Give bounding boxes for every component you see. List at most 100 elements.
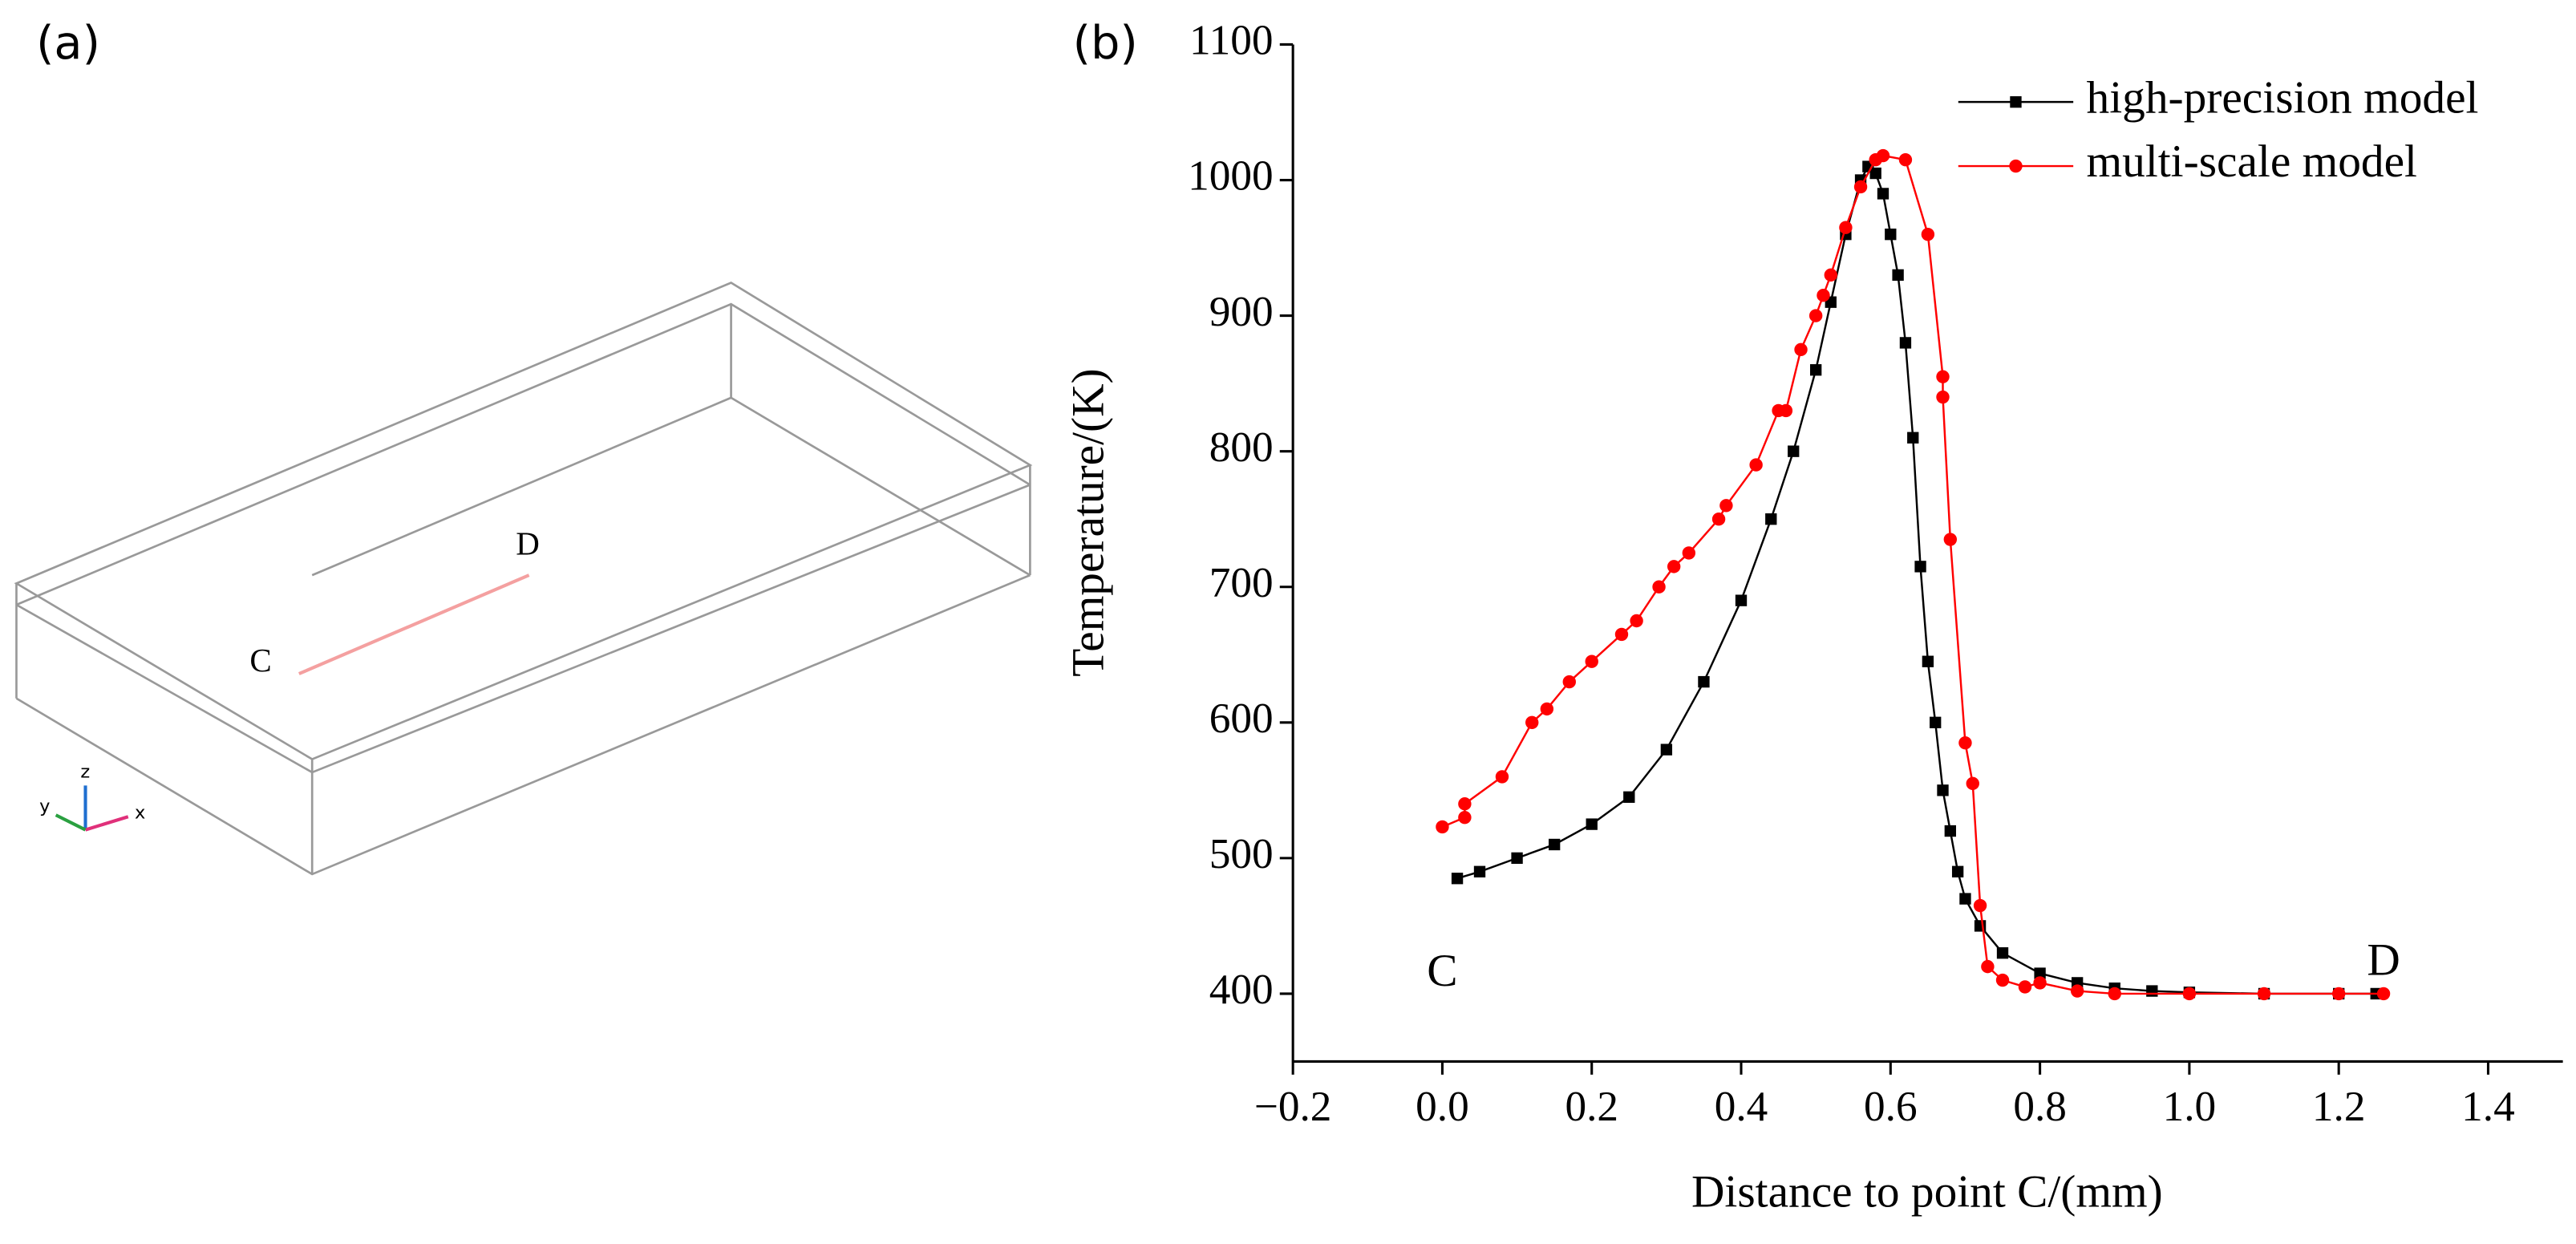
legend-label: high-precision model — [2087, 72, 2479, 123]
marker — [1719, 499, 1733, 513]
marker — [1943, 533, 1958, 546]
x-tick-label: −0.2 — [1254, 1083, 1332, 1130]
marker — [2070, 984, 2084, 998]
marker — [1951, 865, 1964, 877]
annotation: C — [1427, 946, 1457, 996]
legend-marker — [2009, 159, 2023, 173]
marker — [1944, 825, 1956, 837]
y-tick-label: 700 — [1209, 559, 1274, 606]
marker — [1921, 227, 1935, 241]
marker — [1974, 920, 1987, 932]
marker — [2108, 987, 2121, 1001]
marker — [1614, 627, 1629, 642]
marker — [1511, 852, 1523, 865]
marker — [1495, 770, 1509, 784]
marker — [1473, 865, 1486, 877]
marker — [1451, 873, 1464, 885]
axis-triad — [55, 785, 129, 832]
y-axis-label: Temperature/(K) — [1063, 368, 1113, 676]
x-tick-label: 1.0 — [2163, 1083, 2217, 1130]
marker — [1824, 268, 1837, 282]
marker — [1853, 180, 1868, 194]
marker — [1458, 797, 1472, 811]
marker — [1562, 675, 1576, 689]
panel-label: (a) — [36, 16, 100, 70]
x-tick-label: 0.4 — [1715, 1083, 1768, 1130]
marker — [1996, 947, 2009, 959]
axis-label: z — [80, 761, 90, 782]
x-tick-label: 0.0 — [1416, 1083, 1469, 1130]
marker — [1540, 702, 1554, 716]
panel-label: (b) — [1073, 16, 1138, 70]
marker — [1623, 791, 1635, 803]
c-d-line — [298, 573, 530, 675]
y-tick-label: 500 — [1209, 830, 1274, 877]
marker — [1711, 513, 1726, 526]
marker — [1817, 289, 1830, 302]
marker — [1876, 148, 1890, 163]
axis-label: x — [135, 803, 145, 824]
marker — [1869, 167, 1881, 180]
marker — [1885, 228, 1897, 241]
legend-label: multi-scale model — [2087, 136, 2417, 187]
y-tick-label: 800 — [1209, 423, 1274, 471]
marker — [1899, 337, 1912, 349]
marker — [1436, 820, 1449, 834]
point-label: D — [516, 525, 540, 562]
marker — [2033, 976, 2047, 990]
marker — [1779, 403, 1793, 418]
x-tick-label: 0.6 — [1864, 1083, 1918, 1130]
marker — [1877, 188, 1889, 200]
series-line — [1441, 154, 2384, 995]
y-tick-label: 1000 — [1188, 152, 1274, 200]
marker — [1937, 784, 1949, 796]
marker — [1930, 716, 1942, 728]
marker — [1585, 654, 1598, 668]
marker — [1959, 893, 1971, 905]
y-tick-label: 400 — [1209, 966, 1274, 1013]
marker — [1586, 818, 1598, 830]
marker — [2146, 985, 2158, 997]
marker — [1809, 364, 1822, 376]
marker — [1907, 432, 1919, 444]
marker — [2376, 987, 2391, 1001]
point-label: C — [249, 642, 271, 679]
marker — [1898, 152, 1913, 167]
marker — [1995, 973, 2010, 987]
marker — [1936, 370, 1950, 383]
marker — [1660, 744, 1673, 756]
marker — [1652, 580, 1666, 594]
x-tick-label: 1.4 — [2461, 1083, 2515, 1130]
marker — [1682, 546, 1696, 560]
series-line — [1456, 164, 2376, 995]
y-tick-label: 1100 — [1189, 17, 1274, 64]
x-tick-label: 0.8 — [2013, 1083, 2067, 1130]
x-tick-label: 1.2 — [2312, 1083, 2366, 1130]
y-tick-label: 900 — [1209, 288, 1274, 335]
marker — [1958, 735, 1972, 750]
marker — [1458, 810, 1472, 825]
marker — [1839, 221, 1853, 234]
marker — [1525, 715, 1539, 729]
marker — [1973, 898, 1987, 913]
marker — [1914, 561, 1926, 573]
marker — [2018, 980, 2032, 994]
marker — [1892, 269, 1904, 282]
marker — [2182, 987, 2197, 1001]
marker — [1808, 309, 1823, 322]
marker — [1788, 445, 1800, 457]
annotation: D — [2367, 935, 2400, 986]
legend-marker — [2010, 95, 2022, 108]
marker — [1936, 390, 1950, 404]
marker — [1630, 614, 1643, 628]
marker — [1981, 959, 1995, 974]
marker — [1749, 458, 1763, 472]
marker — [1922, 655, 1934, 667]
marker — [1735, 594, 1748, 606]
marker — [1765, 513, 1777, 525]
marker — [1667, 560, 1681, 573]
marker — [1548, 838, 1561, 851]
x-tick-label: 0.2 — [1565, 1083, 1618, 1130]
box-drawing — [14, 281, 1033, 876]
